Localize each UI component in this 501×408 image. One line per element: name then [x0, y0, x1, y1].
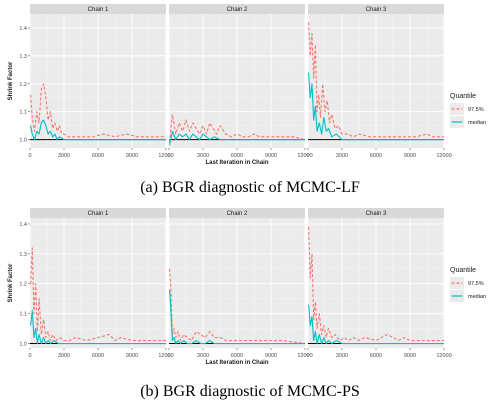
- x-tick-label: 0: [167, 153, 170, 159]
- series-line-97-5: [169, 268, 306, 345]
- x-tick-label: 3000: [58, 153, 70, 159]
- x-tick-label: 0: [167, 353, 170, 359]
- x-tick-label: 3000: [197, 153, 209, 159]
- y-tick-label: 1.0: [19, 342, 27, 348]
- y-tick-label: 1.2: [19, 82, 27, 88]
- series-line-97-5: [308, 22, 444, 138]
- x-tick-label: 12000: [297, 153, 312, 159]
- x-tick-label: 3000: [58, 353, 70, 359]
- y-tick-label: 1.4: [19, 222, 27, 228]
- figure-a: Chain 1 0 3000 6000 9000 12000 1.0 1.1 1.2 1.3 1.4…: [8, 4, 486, 196]
- y-tick-label: 1.0: [19, 138, 27, 144]
- panel-chain-1: Chain 1 0 3000 6000 9000 12000 1.0 1.1 1.2 1.3 1.4: [19, 208, 174, 359]
- facet-strip-label: Chain 2: [227, 7, 248, 13]
- y-tick-label: 1.1: [19, 312, 27, 318]
- legend-title: Quantile: [450, 267, 476, 274]
- x-tick-label: 9000: [404, 353, 416, 359]
- x-tick-label: 3000: [197, 353, 209, 359]
- x-tick-label: 3000: [336, 153, 348, 159]
- y-tick-label: 1.3: [19, 54, 27, 60]
- panel-chain-3: Chain 3 0 3000 6000 9000 12000: [306, 4, 452, 159]
- figure-b: Chain 1 0 3000 6000 9000 12000 1.0 1.1 1.2 1.3 1.4…: [8, 208, 486, 400]
- series-line-median: [30, 310, 166, 345]
- y-axis-title: Shrink Factor: [8, 61, 14, 100]
- facet-strip-label: Chain 1: [88, 7, 109, 13]
- series-line-97-5: [308, 226, 444, 342]
- series-line-97-5: [169, 113, 306, 143]
- y-tick-label: 1.1: [19, 110, 27, 116]
- x-axis-title: Last Iteration in Chain: [205, 360, 268, 366]
- x-tick-label: 6000: [92, 153, 104, 159]
- x-tick-label: 9000: [126, 153, 138, 159]
- x-tick-label: 0: [306, 353, 309, 359]
- series-line-97-5: [30, 247, 166, 342]
- x-tick-label: 0: [306, 153, 309, 159]
- series-line-median: [169, 130, 305, 146]
- facet-strip: [308, 208, 444, 218]
- legend: Quantile 97.5% median: [450, 267, 486, 302]
- x-tick-label: 0: [28, 153, 31, 159]
- x-tick-label: 12000: [436, 153, 451, 159]
- panel-chain-3: Chain 3 0 3000 6000 9000 12000: [306, 208, 452, 359]
- x-tick-label: 6000: [370, 153, 382, 159]
- x-tick-label: 6000: [370, 353, 382, 359]
- legend-entry: median: [468, 120, 486, 126]
- x-tick-label: 6000: [92, 353, 104, 359]
- x-tick-label: 9000: [265, 153, 277, 159]
- x-tick-label: 9000: [265, 353, 277, 359]
- series-line-97-5: [30, 83, 166, 138]
- facet-strip-label: Chain 3: [366, 211, 387, 217]
- panel-chain-1: Chain 1 0 3000 6000 9000 12000 1.0 1.1 1.2 1.3 1.4: [19, 4, 174, 159]
- facet-strip-label: Chain 3: [366, 7, 387, 13]
- facet-strip: [30, 4, 166, 14]
- x-tick-label: 12000: [297, 353, 312, 359]
- facet-strip: [30, 208, 166, 218]
- series-line-median: [308, 72, 444, 141]
- x-tick-label: 3000: [336, 353, 348, 359]
- facet-strip: [169, 4, 305, 14]
- x-tick-label: 9000: [126, 353, 138, 359]
- facet-strip: [169, 208, 305, 218]
- y-tick-label: 1.2: [19, 282, 27, 288]
- y-tick-label: 1.3: [19, 252, 27, 258]
- x-tick-label: 12000: [158, 353, 173, 359]
- legend-entry: 97.5%: [468, 107, 484, 113]
- x-tick-label: 9000: [404, 153, 416, 159]
- figure-caption: (a) BGR diagnostic of MCMC-LF: [140, 179, 360, 196]
- facet-strip-label: Chain 2: [227, 211, 248, 217]
- facet-strip: [308, 4, 444, 14]
- x-tick-label: 12000: [436, 353, 451, 359]
- x-tick-label: 6000: [231, 153, 243, 159]
- x-tick-label: 0: [28, 353, 31, 359]
- figure-caption: (b) BGR diagnostic of MCMC-PS: [140, 383, 360, 400]
- legend-title: Quantile: [450, 93, 476, 100]
- legend: Quantile 97.5% median: [450, 93, 486, 128]
- panel-chain-2: Chain 2 0 3000 6000 9000 12000: [167, 4, 313, 159]
- x-tick-label: 6000: [231, 353, 243, 359]
- y-axis-title: Shrink Factor: [8, 263, 14, 302]
- facet-strip-label: Chain 1: [88, 211, 109, 217]
- series-line-median: [169, 289, 305, 345]
- series-line-median: [308, 304, 444, 345]
- legend-entry: median: [468, 294, 486, 300]
- series-line-median: [30, 119, 166, 141]
- x-axis-title: Last Iteration in Chain: [205, 160, 268, 166]
- x-tick-label: 12000: [158, 153, 173, 159]
- panel-chain-2: Chain 2 0 3000 6000 9000 12000: [167, 208, 313, 359]
- y-tick-label: 1.4: [19, 26, 27, 32]
- legend-entry: 97.5%: [468, 281, 484, 287]
